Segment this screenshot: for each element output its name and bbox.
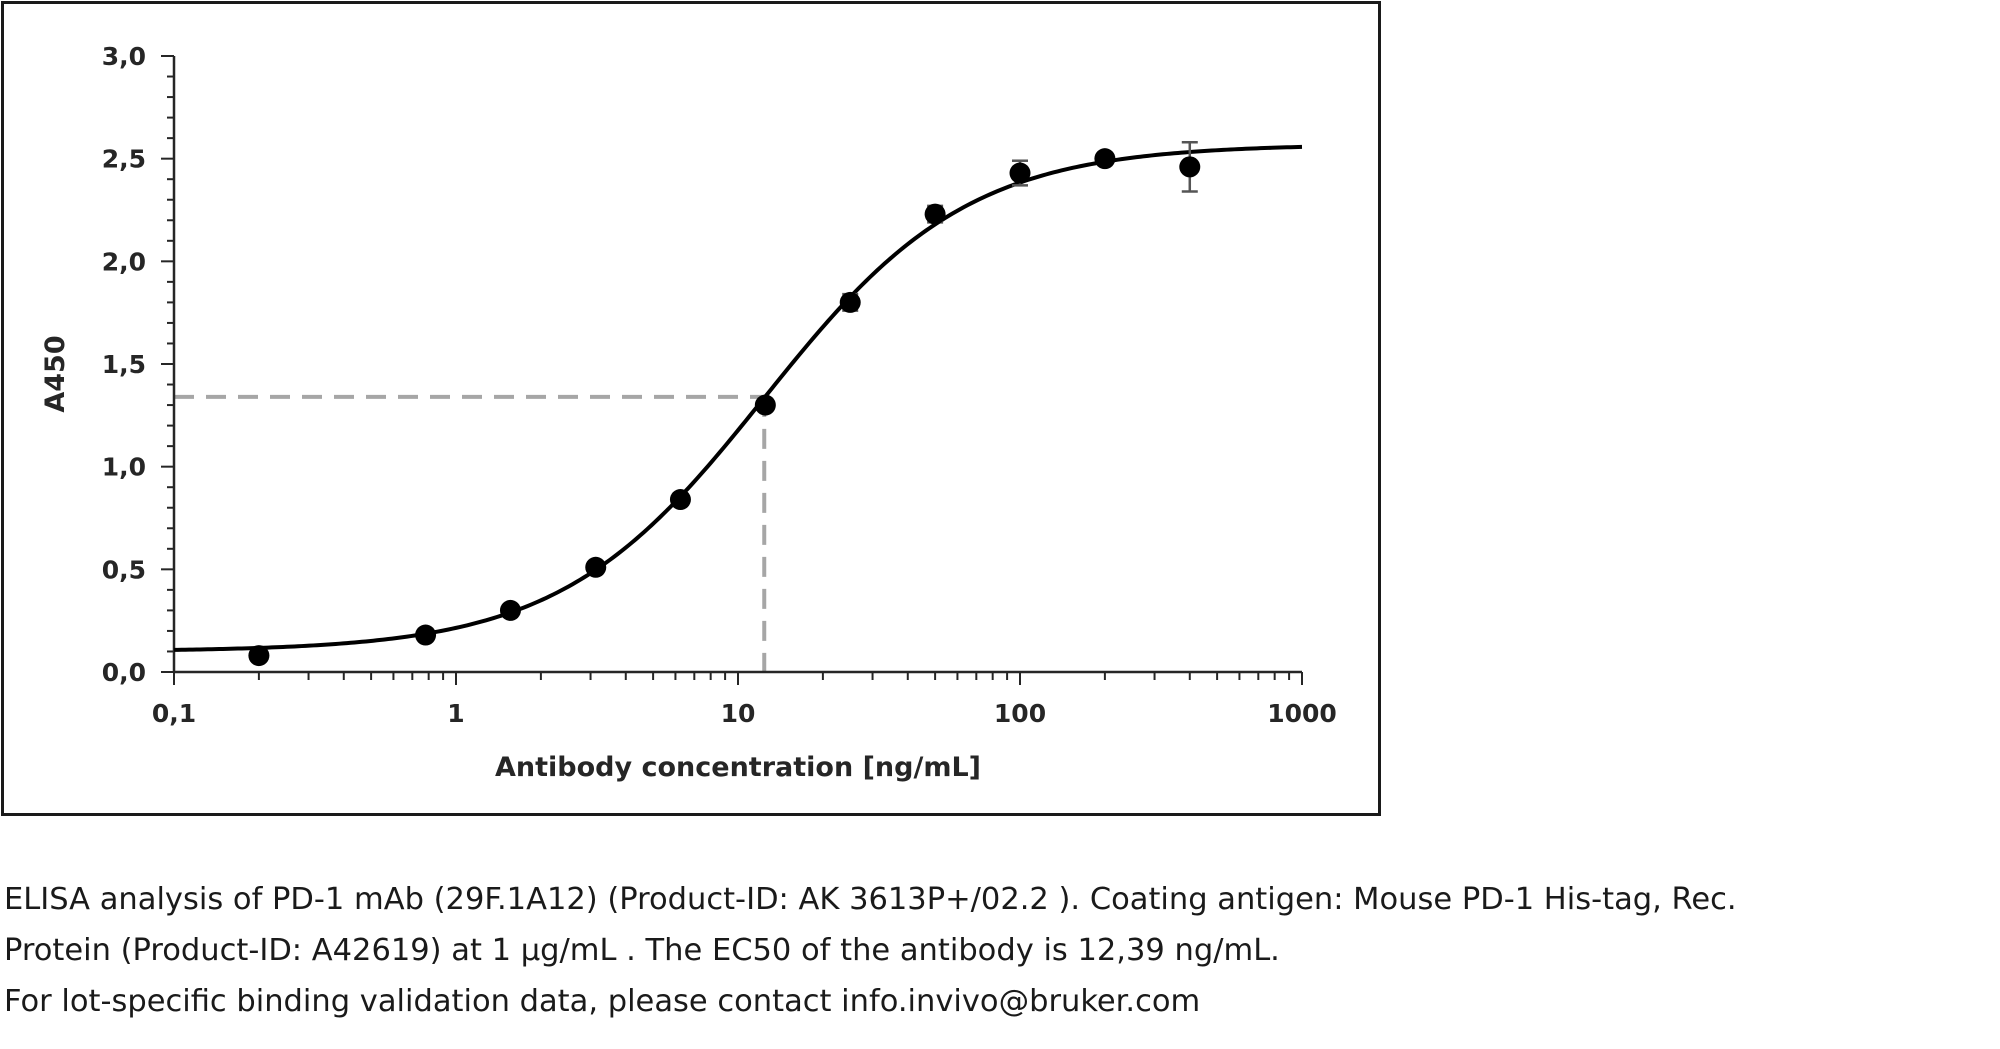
- data-points-layer: [248, 140, 1201, 667]
- y-tick-label: 2,5: [102, 145, 146, 174]
- data-point: [839, 291, 861, 313]
- data-point: [248, 645, 270, 667]
- y-axis-title: A450: [40, 335, 71, 412]
- data-point: [1094, 148, 1116, 170]
- y-tick-label: 3,0: [102, 42, 146, 71]
- x-tick-label: 1: [447, 699, 464, 728]
- x-tick-label: 10: [721, 699, 756, 728]
- caption-line-3: For lot-specific binding validation data…: [4, 984, 1201, 1019]
- data-point: [499, 599, 521, 621]
- x-tick-label: 1000: [1267, 699, 1337, 728]
- data-point: [924, 203, 946, 225]
- elisa-chart: 0,0 0,5 1,0 1,5 2,0 2,5 3,0 0,1 1 10 100 1000 Antib…: [40, 42, 1337, 783]
- ec50-guides: [174, 394, 767, 672]
- y-tick-label: 1,0: [102, 453, 146, 482]
- y-tick-label: 2,0: [102, 247, 146, 276]
- figure-caption: ELISA analysis of PD-1 mAb (29F.1A12) (P…: [4, 874, 1994, 1027]
- y-tick-label: 0,0: [102, 658, 146, 687]
- data-point: [669, 489, 691, 511]
- chart-frame: 0,0 0,5 1,0 1,5 2,0 2,5 3,0 0,1 1 10 100 1000 Antib…: [1, 1, 1381, 816]
- data-point: [1179, 156, 1201, 178]
- data-point: [754, 394, 776, 416]
- data-point: [1009, 162, 1031, 184]
- x-axis-title: Antibody concentration [ng/mL]: [495, 752, 981, 783]
- caption-line-2: Protein (Product-ID: A42619) at 1 µg/mL …: [4, 933, 1280, 968]
- axes: 0,0 0,5 1,0 1,5 2,0 2,5 3,0 0,1 1 10 100 1000: [102, 42, 1337, 728]
- y-tick-label: 1,5: [102, 350, 146, 379]
- y-tick-label: 0,5: [102, 555, 146, 584]
- caption-line-1: ELISA analysis of PD-1 mAb (29F.1A12) (P…: [4, 882, 1737, 917]
- data-point: [415, 624, 437, 646]
- x-tick-label: 100: [994, 699, 1046, 728]
- x-tick-label: 0,1: [152, 699, 196, 728]
- data-point: [585, 556, 607, 578]
